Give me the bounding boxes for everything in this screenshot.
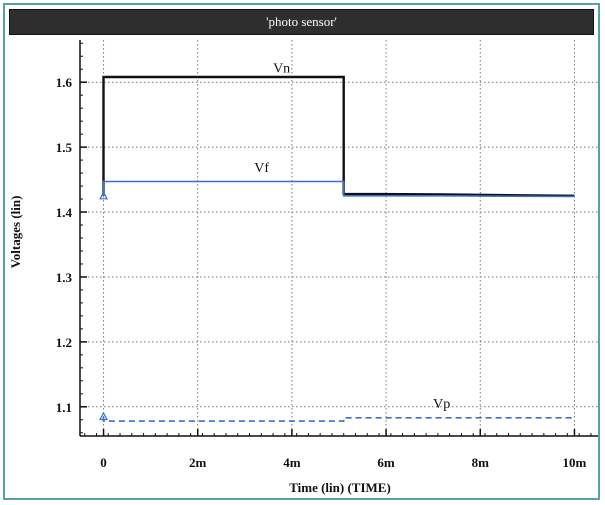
x-tick-label: 0 [100, 455, 107, 470]
y-tick-label: 1.2 [56, 335, 72, 350]
y-axis-label: Voltages (lin) [8, 196, 23, 269]
y-tick-label: 1.6 [56, 75, 73, 90]
y-tick-label: 1.5 [56, 140, 73, 155]
plot-area [80, 40, 598, 436]
x-tick-label: 6m [377, 455, 395, 470]
series-label-vp: Vp [433, 397, 450, 412]
series-layer [99, 75, 575, 422]
x-tick-label: 2m [189, 455, 207, 470]
labels-layer: 0 2m 4m 6m 8m 10m 1.1 1.2 1.3 1.4 1.5 1.6 Vn Vf Vp [56, 61, 587, 470]
y-tick-label: 1.4 [56, 205, 73, 220]
series-line-vf [102, 180, 575, 198]
series-label-vf: Vf [254, 161, 269, 176]
vp-start-marker [99, 411, 109, 421]
vf-start-marker [99, 191, 109, 200]
x-tick-label: 8m [472, 455, 490, 470]
y-tick-label: 1.1 [56, 400, 72, 415]
x-tick-label: 10m [563, 455, 587, 470]
series-line-vn [102, 75, 575, 197]
x-axis-label: Time (lin) (TIME) [289, 480, 391, 495]
axes [79, 40, 598, 437]
series-label-vn: Vn [273, 61, 290, 76]
window-title: 'photo sensor' [9, 9, 594, 35]
y-tick-label: 1.3 [56, 270, 73, 285]
x-tick-label: 4m [283, 455, 301, 470]
